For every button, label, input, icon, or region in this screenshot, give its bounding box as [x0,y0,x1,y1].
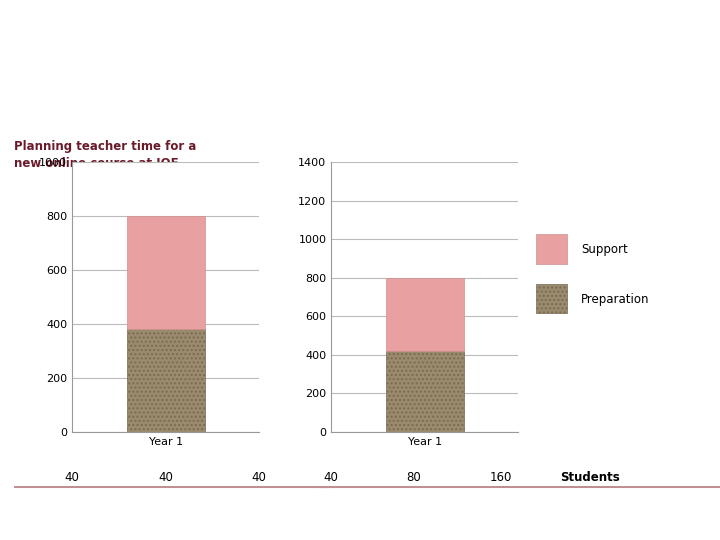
Text: Preparation: Preparation [581,293,649,306]
Bar [386,351,464,432]
Text: 40: 40 [158,471,173,484]
Bar [386,278,464,351]
Bar [127,216,204,329]
Text: Planning teacher time for a
new online course at IOE: Planning teacher time for a new online c… [14,140,197,171]
Text: student cohort size: student cohort size [246,87,474,111]
Text: Students: Students [561,471,620,484]
FancyBboxPatch shape [536,234,567,264]
Text: 80: 80 [407,471,421,484]
Bar [127,329,204,432]
Text: Modelling the teacher’s workload  for increasing: Modelling the teacher’s workload for inc… [75,31,645,56]
Text: 160: 160 [489,471,512,484]
Text: Support: Support [581,243,628,256]
Text: 40: 40 [324,471,338,484]
FancyBboxPatch shape [536,284,567,313]
Text: 40: 40 [252,471,266,484]
Text: 40: 40 [65,471,79,484]
